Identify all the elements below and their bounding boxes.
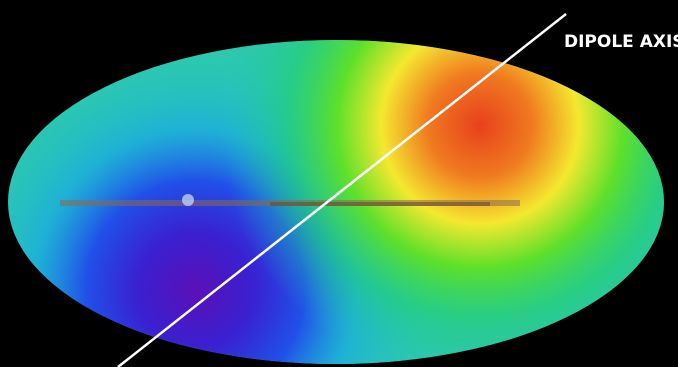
- dipole-axis-line: [117, 13, 567, 367]
- annotation: DIPOLE AXIS: [564, 32, 678, 52]
